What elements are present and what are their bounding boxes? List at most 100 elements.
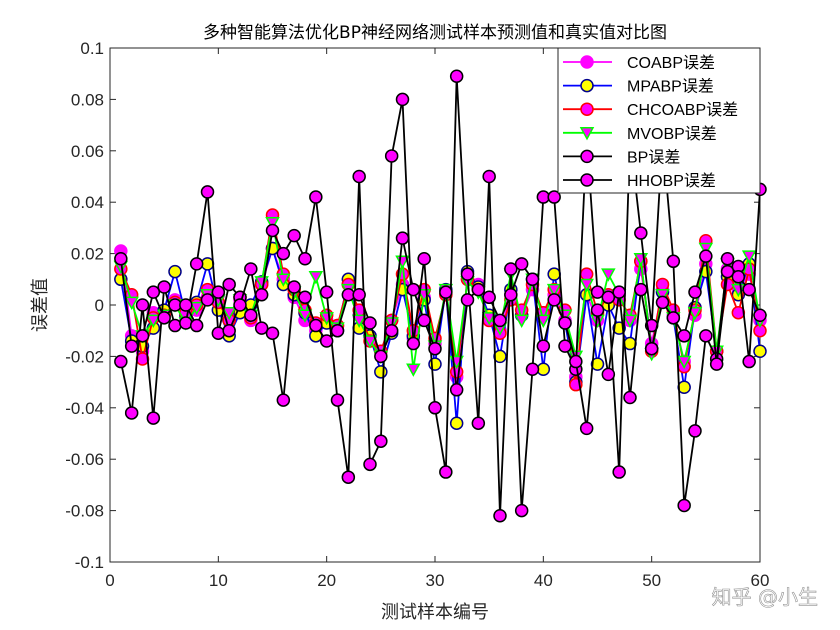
legend-marker — [580, 149, 594, 164]
chart-title: 多种智能算法优化BP神经网络测试样本预测值和真实值对比图 — [203, 23, 667, 43]
data-point — [623, 390, 637, 405]
axis-ticks: 0 10 20 30 40 50 60 0.1 0.08 0.06 0.04 0.02 0 -0.02 -0… — [65, 39, 769, 590]
data-point — [417, 251, 431, 266]
data-point — [590, 357, 605, 371]
data-point — [374, 365, 388, 379]
data-point — [753, 344, 767, 359]
data-point — [287, 228, 301, 243]
data-point — [569, 354, 583, 369]
x-tick-label: 40 — [534, 571, 553, 590]
data-point — [644, 341, 659, 356]
data-point — [558, 339, 572, 353]
legend-label: MVOBP误差 — [627, 125, 717, 143]
data-point — [622, 314, 638, 328]
data-point — [222, 323, 236, 338]
series-line — [119, 76, 761, 516]
data-point — [124, 296, 139, 310]
data-point — [525, 272, 540, 287]
data-point — [168, 318, 182, 333]
data-point — [265, 223, 280, 238]
data-point — [287, 280, 301, 294]
x-tick-label: 30 — [426, 571, 445, 590]
data-point — [687, 306, 703, 321]
data-point — [601, 367, 616, 382]
data-point — [179, 298, 193, 312]
data-point — [265, 326, 280, 341]
data-point — [698, 242, 714, 257]
x-axis-label: 测试样本编号 — [381, 602, 489, 623]
data-point — [352, 287, 366, 302]
data-point — [634, 282, 648, 297]
data-point — [493, 349, 507, 364]
data-point — [525, 362, 540, 376]
data-point — [601, 290, 616, 305]
x-tick-label: 10 — [209, 571, 228, 590]
data-point — [254, 287, 269, 302]
data-point — [406, 336, 421, 351]
data-point — [351, 314, 367, 328]
data-point — [244, 308, 258, 323]
data-point — [547, 293, 561, 307]
data-point — [146, 285, 161, 299]
data-point — [634, 226, 648, 240]
data-point — [146, 411, 161, 425]
legend-marker — [580, 78, 594, 93]
data-point — [330, 323, 345, 338]
data-point — [493, 313, 507, 328]
x-tick-label: 50 — [642, 571, 661, 590]
data-point — [655, 288, 670, 303]
y-tick-label: 0.06 — [71, 142, 104, 161]
data-point — [211, 285, 226, 299]
data-point — [536, 314, 551, 328]
data-point — [189, 301, 204, 316]
data-point — [460, 267, 475, 281]
data-point — [547, 267, 561, 281]
data-point — [504, 287, 518, 302]
data-point — [330, 393, 345, 407]
data-point — [677, 329, 691, 343]
data-point — [590, 303, 605, 317]
data-point — [417, 313, 431, 328]
data-point — [753, 308, 767, 323]
data-point — [460, 293, 475, 307]
data-point — [720, 251, 735, 266]
data-point — [590, 285, 605, 299]
data-point — [688, 424, 702, 438]
data-point — [363, 316, 377, 330]
data-point — [157, 280, 171, 294]
data-point — [493, 508, 507, 523]
x-tick-label: 0 — [105, 571, 114, 590]
watermark: 知乎 @小生 — [712, 585, 818, 609]
legend-label: CHCOABP误差 — [627, 101, 738, 119]
data-point — [546, 283, 562, 298]
data-point — [200, 293, 215, 307]
legend-marker — [580, 102, 594, 116]
data-point — [276, 246, 291, 261]
data-point — [558, 316, 572, 330]
data-point — [319, 334, 334, 348]
data-point — [482, 169, 496, 184]
legend-label: COABP误差 — [627, 54, 715, 72]
y-tick-label: -0.04 — [65, 399, 104, 418]
data-point — [666, 311, 681, 325]
data-point — [297, 309, 313, 323]
data-point — [666, 254, 681, 269]
data-point — [449, 416, 464, 430]
data-point — [309, 318, 323, 333]
data-point — [384, 149, 399, 163]
data-point — [362, 335, 378, 349]
data-point — [254, 321, 269, 335]
data-point — [742, 354, 756, 369]
data-point — [200, 185, 215, 199]
data-point — [179, 316, 193, 330]
legend-marker — [579, 127, 595, 141]
y-tick-label: 0 — [95, 296, 104, 315]
y-tick-label: 0.08 — [71, 90, 104, 109]
y-tick-label: -0.1 — [75, 553, 104, 572]
data-point — [731, 269, 746, 284]
data-point — [688, 285, 702, 299]
data-point — [211, 326, 226, 341]
data-point — [547, 190, 561, 204]
data-point — [189, 257, 204, 271]
y-tick-label: -0.08 — [65, 502, 104, 521]
